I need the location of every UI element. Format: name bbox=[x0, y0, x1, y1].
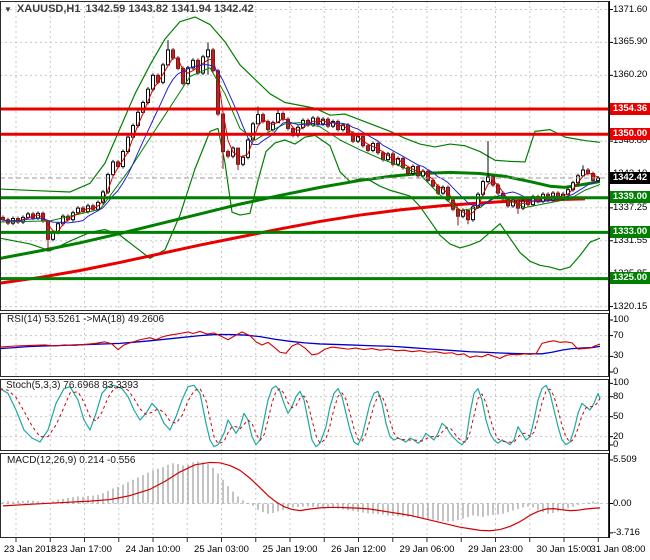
price-axis-label: 1331.55 bbox=[613, 234, 648, 246]
stoch-d-line bbox=[0, 386, 601, 445]
candle-body-bull bbox=[521, 200, 525, 209]
time-axis-label: 29 Jan 23:00 bbox=[468, 544, 523, 555]
candle-body-bear bbox=[431, 179, 435, 187]
time-axis-label: 30 Jan 15:00 bbox=[536, 544, 592, 555]
stoch-indicator-label: Stoch(5,3,3) 76.6968 83.3393 bbox=[6, 380, 139, 391]
candle-body-bull bbox=[191, 59, 195, 69]
stoch-axis-label: 0 bbox=[613, 439, 619, 450]
time-axis-label: 31 Jan 08:00 bbox=[590, 544, 646, 555]
price-axis-label: 1365.90 bbox=[613, 36, 648, 48]
candle-body-bear bbox=[591, 172, 595, 181]
panel-frame bbox=[0, 313, 609, 377]
macd-indicator-label: MACD(12,26,9) 0.214 -0.556 bbox=[7, 455, 136, 466]
candle-body-bull bbox=[581, 169, 585, 177]
stoch-axis-label: 80 bbox=[613, 390, 624, 402]
price-axis-label: 1337.25 bbox=[613, 201, 648, 213]
fast-ma-blue bbox=[2, 64, 599, 224]
rsi-axis-label: 30 bbox=[613, 350, 624, 362]
price-level-badge: 1333.00 bbox=[610, 225, 650, 238]
symbol-timeframe: XAUUSD,H1 bbox=[16, 3, 81, 15]
panel-frame bbox=[0, 379, 609, 451]
candle-body-bear bbox=[261, 114, 265, 123]
price-level-badge: 1342.42 bbox=[610, 171, 650, 184]
rsi-axis-label: 100 bbox=[613, 314, 629, 325]
chart-title: ▼ XAUUSD,H1 1342.59 1343.82 1341.94 1342… bbox=[4, 3, 254, 15]
candle-body-bull bbox=[76, 207, 80, 214]
bollinger-upper-band bbox=[0, 16, 601, 193]
price-level-badge: 1325.00 bbox=[610, 272, 650, 285]
panel-frame bbox=[0, 1, 609, 311]
candle-body-bull bbox=[256, 114, 260, 125]
candle-body-bear bbox=[116, 161, 120, 168]
rsi-line bbox=[0, 330, 601, 360]
macd-axis-label: 0.00 bbox=[613, 497, 632, 509]
candle-body-bear bbox=[1, 216, 5, 221]
time-axis-label: 26 Jan 12:00 bbox=[331, 544, 386, 555]
candle-body-bull bbox=[596, 177, 600, 181]
price-axis-label: 1360.20 bbox=[613, 69, 648, 81]
stoch-k-line bbox=[0, 384, 601, 448]
ohlc-values: 1342.59 1343.82 1341.94 1342.42 bbox=[85, 3, 254, 15]
stoch-axis-label: 20 bbox=[613, 430, 624, 442]
panel-frame bbox=[0, 453, 609, 538]
price-level-badge: 1339.00 bbox=[610, 191, 650, 204]
candle-body-bull bbox=[571, 182, 575, 191]
candle-body-bull bbox=[186, 67, 190, 84]
candle-body-bull bbox=[106, 174, 110, 193]
price-level-badge: 1350.00 bbox=[610, 127, 650, 140]
macd-signal-line bbox=[2, 461, 601, 532]
stoch-axis-label: 50 bbox=[613, 410, 624, 422]
symbol-marker-icon: ▼ bbox=[4, 4, 12, 14]
candle-body-bear bbox=[181, 67, 185, 84]
candle-body-bear bbox=[226, 151, 230, 157]
candle-body-bull bbox=[166, 49, 170, 66]
time-axis-label: 23 Jan 2018 bbox=[3, 544, 57, 555]
candle-body-bear bbox=[316, 117, 320, 125]
candle-body-bear bbox=[171, 49, 175, 59]
time-axis-label: 25 Jan 03:00 bbox=[194, 544, 249, 555]
candle-body-bull bbox=[26, 213, 30, 218]
price-axis-label: 1348.80 bbox=[613, 135, 648, 147]
stoch-axis-label: 100 bbox=[613, 377, 629, 389]
time-axis-label: 23 Jan 17:00 bbox=[57, 544, 112, 555]
candle-body-bear bbox=[281, 112, 285, 120]
macd-axis-label: 5.509 bbox=[613, 453, 637, 465]
candle-body-bear bbox=[306, 119, 310, 126]
slow-ma-red bbox=[0, 197, 586, 285]
price-axis-label: 1371.60 bbox=[613, 3, 648, 15]
bollinger-middle-band bbox=[0, 67, 601, 223]
candle-body-bull bbox=[111, 161, 115, 176]
candle-body-bear bbox=[381, 152, 385, 161]
rsi-indicator-label: RSI(14) 53.5261 ->MA(18) 49.2606 bbox=[7, 314, 165, 325]
candle-body-bull bbox=[486, 176, 490, 183]
fast-ma-red bbox=[2, 57, 599, 233]
candle-body-bear bbox=[366, 145, 370, 151]
candle-body-bull bbox=[276, 112, 280, 124]
price-level-badge: 1354.36 bbox=[610, 102, 650, 115]
rsi-ma-line bbox=[0, 333, 601, 355]
candle-body-bear bbox=[216, 70, 220, 115]
time-axis-label: 24 Jan 10:00 bbox=[125, 544, 181, 555]
time-axis-label: 25 Jan 19:00 bbox=[262, 544, 318, 555]
candle-body-bull bbox=[241, 156, 245, 165]
time-axis-label: 29 Jan 06:00 bbox=[399, 544, 455, 555]
price-axis-label: 1320.15 bbox=[613, 300, 648, 312]
rsi-axis-label: 70 bbox=[613, 329, 624, 341]
macd-axis-label: -3.716 bbox=[613, 526, 640, 538]
rsi-axis-label: 0 bbox=[613, 366, 619, 377]
candle-body-bull bbox=[206, 49, 210, 58]
